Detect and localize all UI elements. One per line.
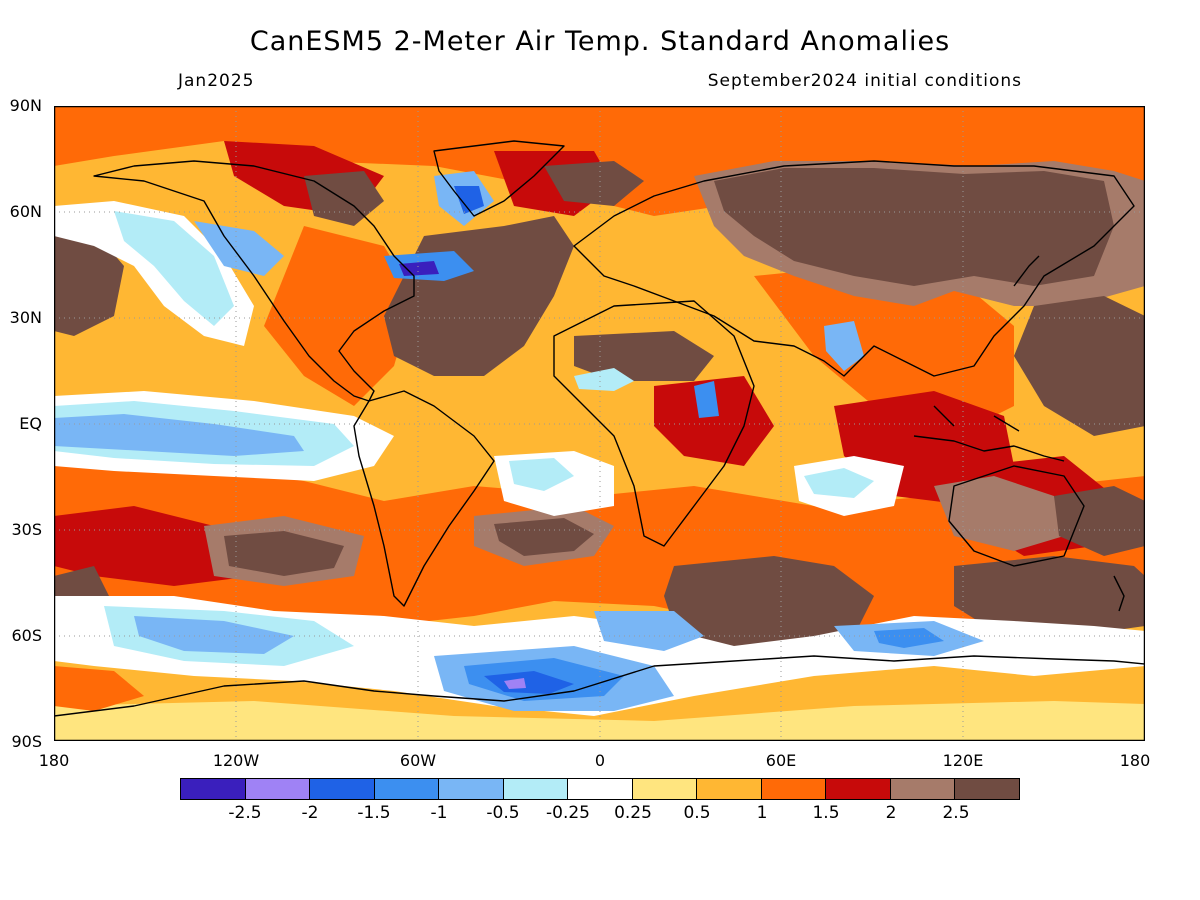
colorbar-swatch: [181, 779, 246, 799]
lon-label-0: 0: [594, 751, 606, 770]
colorbar: [180, 778, 1020, 800]
anomaly-area: [264, 226, 414, 406]
anomaly-area: [504, 678, 526, 689]
coastline-greenland: [433, 140, 565, 217]
map-frame: [54, 106, 1145, 741]
anomaly-area: [664, 556, 874, 651]
colorbar-swatch: [761, 779, 827, 799]
anomaly-area: [494, 518, 594, 556]
anomaly-area: [804, 468, 874, 498]
colorbar-swatch: [503, 779, 569, 799]
anomaly-area: [114, 211, 234, 326]
colorbar-label: -2: [301, 803, 319, 823]
colorbar-label: -0.5: [486, 803, 520, 823]
anomaly-area: [874, 628, 944, 648]
colorbar-swatch: [439, 779, 504, 799]
coastline-eurasia: [573, 160, 1135, 377]
lat-label-30n: 30N: [9, 308, 42, 327]
anomaly-area: [1014, 296, 1145, 436]
anomaly-area: [1054, 486, 1145, 556]
colorbar-label: 1.5: [812, 803, 840, 823]
coastline-australia: [948, 465, 1085, 567]
colorbar-label: -1: [430, 803, 448, 823]
anomaly-area: [824, 321, 864, 371]
anomaly-area: [54, 414, 304, 456]
anomaly-area: [134, 616, 294, 654]
colorbar-label: 1: [756, 803, 768, 823]
colorbar-label: 0.25: [614, 803, 652, 823]
anomaly-area: [954, 556, 1145, 636]
colorbar-label: -1.5: [357, 803, 391, 823]
colorbar-swatch: [955, 779, 1019, 799]
lon-label-180w: 180: [38, 751, 70, 770]
colorbar-swatch: [568, 779, 633, 799]
valid-month-label: Jan2025: [178, 71, 255, 91]
anomaly-area: [54, 666, 144, 711]
colorbar-label: 2: [885, 803, 897, 823]
anomaly-area: [934, 476, 1064, 551]
colorbar-swatch: [245, 779, 311, 799]
colorbar-swatch: [374, 779, 440, 799]
anomaly-map: [54, 106, 1145, 741]
anomaly-area: [714, 168, 1114, 286]
lon-label-120w: 120W: [212, 751, 260, 770]
initial-conditions-label: September2024 initial conditions: [707, 71, 1022, 91]
colorbar-label: -2.5: [228, 803, 262, 823]
anomaly-area: [509, 458, 574, 491]
colorbar-swatch: [826, 779, 891, 799]
coastline-africa: [553, 300, 755, 547]
anomaly-area: [54, 231, 124, 336]
colorbar-swatch: [310, 779, 375, 799]
coastline-antarctica: [54, 655, 1145, 717]
coastline-north-america: [93, 160, 415, 402]
anomaly-area: [544, 161, 644, 206]
lat-label-90s: 90S: [11, 732, 42, 751]
lat-label-eq: EQ: [19, 414, 42, 433]
anomaly-area: [399, 261, 439, 276]
colorbar-label: 0.5: [683, 803, 711, 823]
lat-label-90n: 90N: [9, 96, 42, 115]
anomaly-area: [224, 531, 344, 576]
coastline-new-zealand: [1113, 575, 1125, 612]
graticule: [54, 106, 1145, 741]
coastline-south-america: [353, 390, 495, 607]
lat-label-30s: 30S: [11, 520, 42, 539]
map-title: CanESM5 2-Meter Air Temp. Standard Anoma…: [249, 26, 951, 57]
coastlines: [54, 140, 1145, 717]
anomaly-area: [694, 381, 719, 418]
anomaly-area: [194, 221, 284, 276]
anomaly-area: [594, 611, 704, 651]
coastline-japan: [1013, 255, 1040, 287]
coastline-indonesia: [913, 405, 1065, 462]
colorbar-label: -0.25: [546, 803, 590, 823]
anomaly-area: [454, 186, 484, 214]
lat-label-60n: 60N: [9, 202, 42, 221]
colorbar-swatch: [697, 779, 762, 799]
anomaly-area: [484, 671, 574, 694]
colorbar-label: 2.5: [942, 803, 970, 823]
anomaly-area: [654, 376, 774, 466]
lon-label-120e: 120E: [942, 751, 984, 770]
lat-label-60s: 60S: [11, 626, 42, 645]
lon-label-180e: 180: [1119, 751, 1151, 770]
anomaly-area: [574, 368, 634, 391]
lon-label-60w: 60W: [399, 751, 437, 770]
colorbar-swatch: [890, 779, 956, 799]
anomaly-area: [574, 331, 714, 381]
colorbar-swatch: [632, 779, 698, 799]
lon-label-60e: 60E: [765, 751, 797, 770]
